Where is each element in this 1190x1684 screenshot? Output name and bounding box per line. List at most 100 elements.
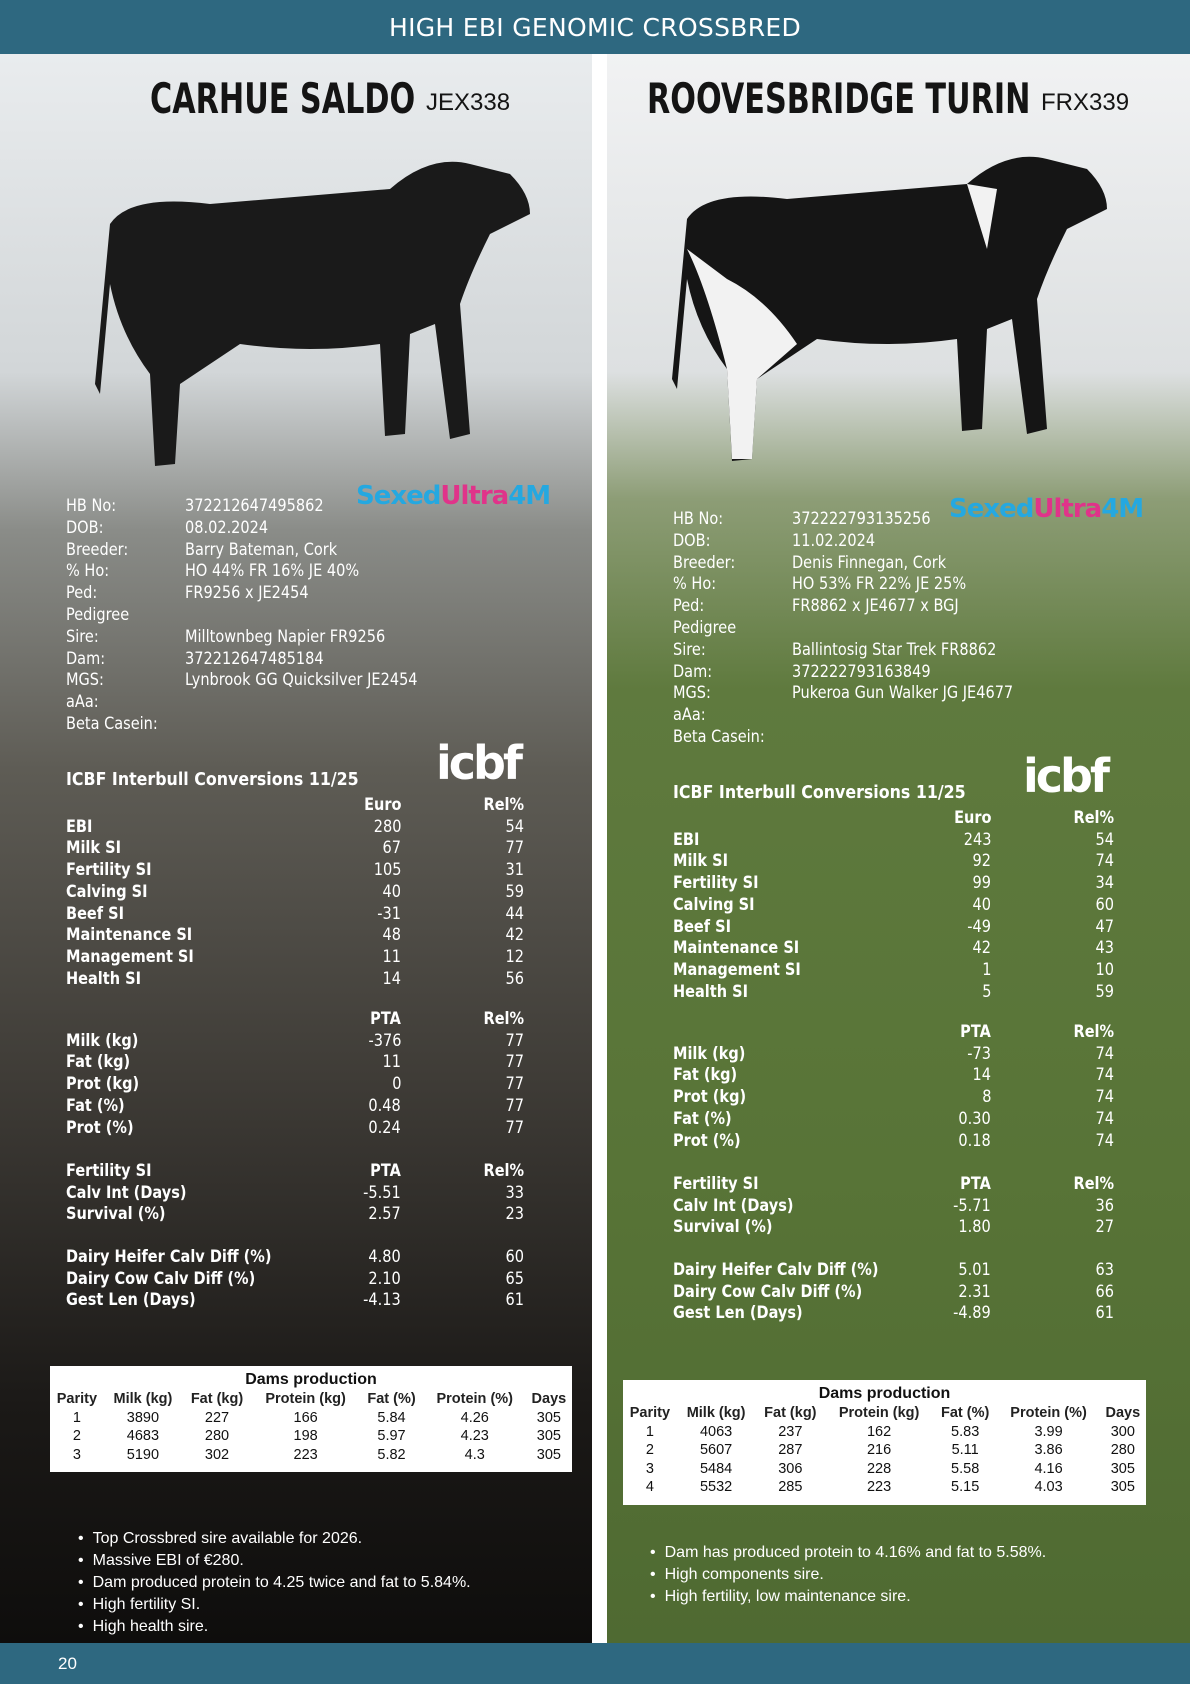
- column-header: Fat (%): [367, 1391, 416, 1407]
- trait-rel: 31: [505, 860, 524, 880]
- highlight-item: High fertility, low maintenance sire.: [652, 1586, 1046, 1608]
- trait-rel: 47: [1095, 916, 1114, 936]
- trait-rel: 74: [1095, 1108, 1114, 1128]
- table-cell: 162: [866, 1423, 892, 1440]
- column-header: PTA: [960, 1174, 991, 1193]
- trait-label: Health SI: [66, 968, 141, 988]
- trait-rel: 42: [505, 925, 524, 945]
- info-label: Ped:: [66, 583, 98, 603]
- trait-label: Calv Int (Days): [673, 1195, 794, 1215]
- table-row: 3 5190 302 223 5.82 4.3 305: [50, 1446, 572, 1465]
- trait-label: Fertility SI: [673, 873, 759, 893]
- trait-rel: 23: [505, 1204, 524, 1224]
- trait-rel: 74: [1095, 851, 1114, 871]
- highlights-list: Dam has produced protein to 4.16% and fa…: [652, 1542, 1047, 1608]
- table-cell: 4.23: [460, 1428, 489, 1444]
- trait-value: -5.71: [953, 1195, 991, 1215]
- table-cell: 3: [72, 1446, 81, 1463]
- logo-text: 4M: [508, 481, 551, 511]
- trait-label: Fat (kg): [66, 1052, 131, 1072]
- table-cell: 5.15: [951, 1479, 980, 1495]
- table-cell: 305: [1110, 1479, 1135, 1495]
- info-label: % Ho:: [66, 561, 110, 581]
- trait-label: Management SI: [66, 946, 194, 966]
- table-cell: 300: [1110, 1423, 1135, 1440]
- trait-value: 48: [382, 925, 401, 945]
- table-cell: 237: [778, 1423, 803, 1440]
- highlight-item: Dam produced protein to 4.25 twice and f…: [80, 1572, 471, 1594]
- trait-value: 92: [972, 851, 991, 871]
- trait-label: Fat (%): [673, 1108, 732, 1128]
- column-header: Euro: [953, 808, 991, 827]
- info-value: 08.02.2024: [185, 517, 269, 537]
- trait-value: 280: [373, 816, 401, 836]
- info-label: Beta Casein:: [673, 727, 765, 746]
- table-row: 2 4683 280 198 5.97 4.23 305: [50, 1427, 572, 1446]
- column-header: PTA: [370, 1161, 401, 1180]
- trait-label: Survival (%): [66, 1204, 166, 1224]
- table-cell: 5.97: [377, 1428, 406, 1444]
- trait-rel: 27: [1095, 1217, 1114, 1237]
- info-label: HB No:: [673, 509, 724, 528]
- highlight-item: High health sire.: [80, 1616, 471, 1638]
- trait-label: Management SI: [673, 959, 801, 979]
- trait-rel: 34: [1095, 873, 1114, 893]
- table-cell: 166: [293, 1409, 318, 1426]
- highlight-item: Dam has produced protein to 4.16% and fa…: [652, 1542, 1047, 1564]
- table-cell: 228: [866, 1460, 892, 1477]
- table-cell: 280: [1110, 1442, 1135, 1458]
- trait-rel: 59: [505, 881, 524, 901]
- info-value: Lynbrook GG Quicksilver JE2454: [185, 670, 418, 690]
- table-cell: 216: [866, 1442, 892, 1458]
- column-header: Fat (kg): [190, 1391, 244, 1407]
- table-header-row: Parity Milk (kg) Fat (kg) Protein (kg) Fat (…: [50, 1390, 572, 1409]
- info-value: FR9256 x JE2454: [185, 583, 309, 603]
- logo-text: 4M: [1101, 494, 1144, 524]
- column-header: Milk (kg): [686, 1405, 746, 1421]
- sexedultra-logo: SexedUltra4M: [949, 494, 1144, 524]
- trait-rel: 60: [1095, 894, 1114, 914]
- column-header: Parity: [56, 1391, 98, 1407]
- table-row: 2 5607 287 216 5.11 3.86 280: [623, 1441, 1146, 1460]
- highlights-list: Top Crossbred sire available for 2026.Ma…: [80, 1528, 471, 1638]
- trait-value: 8: [981, 1087, 991, 1107]
- table-cell: 4063: [699, 1423, 733, 1440]
- table-cell: 285: [778, 1479, 803, 1495]
- table-row: 1 3890 227 166 5.84 4.26 305: [50, 1409, 572, 1428]
- table-cell: 5.58: [951, 1460, 980, 1477]
- column-header: Rel%: [483, 795, 524, 814]
- dams-production-table: Dams production Parity Milk (kg) Fat (kg) Pr…: [623, 1380, 1146, 1505]
- info-label: Dam:: [673, 661, 713, 681]
- trait-rel: 43: [1095, 938, 1114, 958]
- table-cell: 305: [536, 1409, 561, 1426]
- table-cell: 4.26: [460, 1409, 489, 1426]
- dams-grid: Parity Milk (kg) Fat (kg) Protein (kg) Fat (…: [623, 1404, 1146, 1497]
- trait-label: Prot (%): [66, 1117, 134, 1137]
- trait-rel: 10: [1095, 959, 1114, 979]
- column-header: Rel%: [1073, 1174, 1114, 1193]
- trait-label: Prot (kg): [66, 1074, 140, 1094]
- trait-value: -31: [377, 903, 401, 923]
- bull-code: JEX338: [426, 89, 511, 116]
- trait-value: 0.30: [958, 1108, 991, 1128]
- trait-value: 14: [972, 1065, 991, 1085]
- info-label: Ped:: [673, 596, 705, 616]
- page-footer: 20: [0, 1643, 1190, 1684]
- info-label: aAa:: [66, 692, 99, 712]
- trait-value: -73: [967, 1043, 991, 1063]
- section-header: HIGH EBI GENOMIC CROSSBRED: [0, 0, 1190, 54]
- highlight-item: Top Crossbred sire available for 2026.: [80, 1528, 471, 1550]
- table-cell: 5.82: [377, 1446, 406, 1463]
- table-cell: 305: [536, 1428, 561, 1444]
- table-cell: 1: [72, 1409, 81, 1426]
- trait-rel: 65: [505, 1268, 524, 1288]
- trait-value: -5.51: [363, 1182, 401, 1202]
- trait-value: -376: [368, 1030, 401, 1050]
- info-value: Pukeroa Gun Walker JG JE4677: [792, 683, 1014, 703]
- trait-value: -49: [967, 916, 991, 936]
- trait-value: 2.31: [958, 1281, 991, 1301]
- info-label: DOB:: [673, 530, 711, 550]
- info-value: 372212647495862: [185, 496, 324, 515]
- trait-value: 40: [972, 894, 991, 914]
- table-cell: 5190: [126, 1446, 160, 1463]
